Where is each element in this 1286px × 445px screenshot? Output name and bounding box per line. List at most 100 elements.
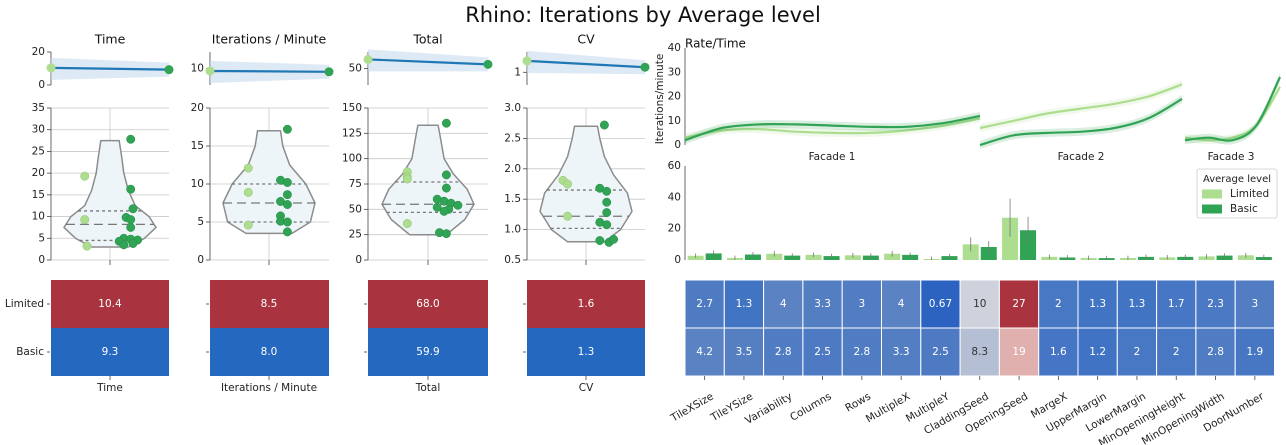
violin-ytick-label: 20 bbox=[32, 167, 45, 179]
trend-point-limited bbox=[522, 56, 532, 66]
heatmap-column-label: Total bbox=[415, 382, 441, 394]
category-label: TileXSize bbox=[668, 390, 716, 424]
rate-time-line-basic bbox=[979, 97, 1183, 147]
violin-point-basic bbox=[441, 170, 451, 180]
violin-ytick-label: 0 bbox=[355, 254, 362, 266]
bar-limited bbox=[805, 254, 822, 260]
heatmap-cell bbox=[368, 280, 488, 328]
bar-limited bbox=[884, 253, 901, 260]
violin-point-basic bbox=[441, 118, 451, 128]
heatmap-right-cell-value: 2.3 bbox=[1207, 298, 1224, 310]
trend-point-limited bbox=[46, 63, 56, 73]
heatmap-right-cell-value: 3.5 bbox=[736, 346, 753, 358]
heatmap-cell-value: 1.6 bbox=[578, 298, 595, 310]
violin-point-limited bbox=[80, 171, 90, 181]
heatmap-right-cell bbox=[959, 279, 1000, 329]
heatmap-right-cell-value: 2.5 bbox=[932, 346, 949, 358]
heatmap-cell-value: 59.9 bbox=[416, 346, 439, 358]
rate-time-ytick-label: 30 bbox=[668, 66, 681, 78]
heatmap-right-cell-value: 1.7 bbox=[1168, 298, 1185, 310]
violin-point-basic bbox=[282, 190, 292, 200]
rate-time-band-basic bbox=[980, 94, 1182, 149]
bar-ytick-label: 0 bbox=[674, 254, 681, 266]
trend-title: Total bbox=[412, 32, 442, 47]
bar-basic bbox=[980, 246, 997, 260]
violin-ytick-label: 3.0 bbox=[504, 102, 521, 114]
violin-ytick-label: 25 bbox=[349, 229, 362, 241]
rate-time-ytick-label: 20 bbox=[668, 91, 681, 103]
trend-point-basic bbox=[164, 65, 174, 75]
heatmap-right-cell-value: 2.8 bbox=[1207, 346, 1224, 358]
heatmap-cell-value: 8.0 bbox=[261, 346, 278, 358]
heatmap-right-cell-value: 3 bbox=[859, 298, 866, 310]
trend-point-basic bbox=[324, 67, 334, 77]
heatmap-right-cell bbox=[881, 279, 922, 329]
violin-ytick-label: 2.0 bbox=[504, 163, 521, 175]
violin-point-basic bbox=[599, 120, 609, 130]
heatmap-cell bbox=[210, 328, 329, 376]
violin-point-basic bbox=[602, 208, 612, 218]
violin-point-limited bbox=[563, 179, 573, 189]
heatmap-cell-value: 1.3 bbox=[578, 346, 595, 358]
violin-ytick-label: 150 bbox=[342, 102, 362, 114]
heatmap-cell-value: 8.5 bbox=[261, 298, 278, 310]
violin-point-basic bbox=[439, 206, 449, 216]
violin-point-basic bbox=[282, 227, 292, 237]
heatmap-right-cell bbox=[802, 327, 843, 377]
violin-point-basic bbox=[609, 234, 619, 244]
legend-title: Average level bbox=[1203, 174, 1271, 185]
violin-point-basic bbox=[126, 215, 136, 225]
heatmap-right-cell-value: 2.5 bbox=[814, 346, 831, 358]
violin-point-basic bbox=[126, 134, 136, 144]
heatmap-right-cell-value: 2.8 bbox=[775, 346, 792, 358]
heatmap-row-label: Basic bbox=[16, 346, 44, 358]
trend-confidence-band bbox=[527, 50, 645, 75]
rate-time-band-limited bbox=[980, 80, 1182, 132]
rate-time-band-limited bbox=[1185, 82, 1280, 145]
bar-ytick-label: 20 bbox=[668, 223, 681, 235]
heatmap-cell bbox=[210, 280, 329, 328]
violin-ytick-label: 25 bbox=[32, 145, 45, 157]
violin-point-basic bbox=[602, 197, 612, 207]
trend-title: Time bbox=[94, 32, 126, 47]
violin-ytick-label: 2.5 bbox=[504, 132, 521, 144]
rate-time-band-basic bbox=[685, 111, 980, 145]
rate-time-line-limited bbox=[684, 117, 981, 139]
heatmap-cell bbox=[527, 280, 645, 328]
violin-point-basic bbox=[441, 229, 451, 239]
figure-title: Rhino: Iterations by Average level bbox=[465, 3, 821, 27]
facet-label: Facade 2 bbox=[1058, 151, 1105, 163]
legend-label: Limited bbox=[1230, 188, 1269, 200]
violin-ytick-label: 100 bbox=[342, 153, 362, 165]
heatmap-right-cell-value: 4 bbox=[898, 298, 905, 310]
heatmap-right-cell-value: 0.67 bbox=[929, 298, 952, 310]
heatmap-right-cell-value: 3.3 bbox=[893, 346, 910, 358]
violin-ytick-label: 0 bbox=[197, 254, 204, 266]
heatmap-right-cell-value: 3 bbox=[1252, 298, 1259, 310]
heatmap-row-label: Limited bbox=[5, 298, 44, 310]
violin-ytick-label: 30 bbox=[32, 124, 45, 136]
trend-line bbox=[367, 58, 489, 66]
violin-ytick-label: 5 bbox=[38, 232, 45, 244]
heatmap-right-cell-value: 27 bbox=[1012, 298, 1025, 310]
trend-point-basic bbox=[483, 59, 493, 69]
violin-ytick-label: 20 bbox=[191, 102, 204, 114]
violin-ytick-label: 15 bbox=[32, 189, 45, 201]
heatmap-right-cell-value: 4.2 bbox=[696, 346, 713, 358]
trend-ytick-label: 20 bbox=[32, 46, 45, 58]
trend-ytick-label: 50 bbox=[349, 63, 362, 75]
violin-point-limited bbox=[243, 187, 253, 197]
trend-confidence-band bbox=[368, 49, 488, 72]
heatmap-right-cell-value: 2.8 bbox=[853, 346, 870, 358]
violin-point-basic bbox=[453, 200, 463, 210]
violin-ytick-label: 75 bbox=[349, 178, 362, 190]
trend-line bbox=[526, 59, 646, 69]
heatmap-right-cell-value: 2 bbox=[1173, 346, 1180, 358]
bar-limited bbox=[1002, 217, 1019, 260]
trend-title: CV bbox=[577, 32, 595, 47]
trend-line bbox=[50, 66, 170, 71]
heatmap-right-cell bbox=[1156, 327, 1197, 377]
violin-point-basic bbox=[602, 220, 612, 230]
